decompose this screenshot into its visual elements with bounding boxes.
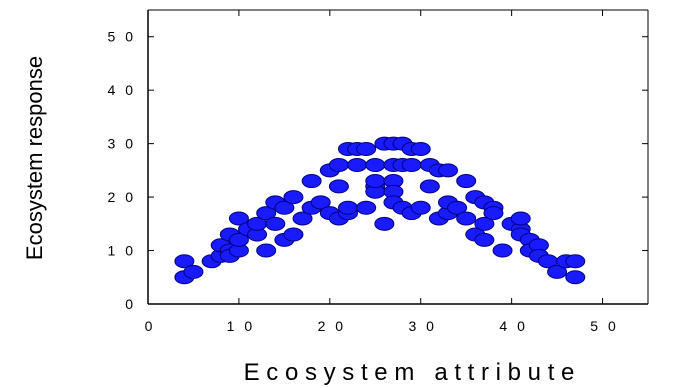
y-axis: 0 1 0 2 0 3 0 4 0 5 0 xyxy=(108,29,648,312)
data-point xyxy=(447,200,468,215)
data-point xyxy=(510,211,531,226)
data-point xyxy=(265,216,286,231)
data-point xyxy=(228,232,249,247)
x-axis: 0 1 0 2 0 3 0 4 0 5 0 xyxy=(145,10,618,334)
x-axis-title: E c o s y s t e m a t t r i b u t e xyxy=(244,359,575,386)
x-tick-label: 3 0 xyxy=(408,318,436,334)
data-point xyxy=(228,211,249,226)
data-point xyxy=(292,211,313,226)
y-tick-label: 4 0 xyxy=(108,82,136,98)
data-point xyxy=(401,158,422,173)
x-tick-label: 1 0 xyxy=(227,318,255,334)
data-point xyxy=(301,174,322,189)
x-tick-label: 0 xyxy=(145,318,156,334)
data-point xyxy=(456,211,477,226)
data-point xyxy=(410,200,431,215)
data-point xyxy=(274,200,295,215)
data-point xyxy=(438,163,458,178)
data-point xyxy=(456,174,477,189)
data-point xyxy=(174,254,195,269)
x-tick-label: 2 0 xyxy=(318,318,346,334)
data-point xyxy=(328,158,349,173)
x-tick-label: 5 0 xyxy=(590,318,618,334)
data-points xyxy=(174,136,586,285)
data-point xyxy=(310,195,331,210)
y-tick-label: 3 0 xyxy=(108,136,136,152)
data-point xyxy=(419,179,440,194)
data-point xyxy=(474,232,495,247)
data-point xyxy=(365,158,386,173)
y-axis-title: Ecosystem response xyxy=(22,56,47,260)
y-tick-label: 2 0 xyxy=(108,189,136,205)
data-point xyxy=(374,216,395,231)
y-tick-label: 1 0 xyxy=(108,243,136,259)
data-point xyxy=(492,243,513,258)
y-tick-label: 0 xyxy=(125,296,136,312)
data-point xyxy=(256,243,277,258)
data-point xyxy=(565,254,586,269)
y-tick-label: 5 0 xyxy=(108,29,136,45)
data-point xyxy=(474,216,495,231)
data-point xyxy=(483,206,504,221)
data-point xyxy=(328,179,349,194)
x-tick-label: 4 0 xyxy=(499,318,527,334)
data-point xyxy=(283,227,304,242)
data-point xyxy=(283,190,304,205)
data-point xyxy=(410,141,431,156)
data-point xyxy=(347,158,368,173)
data-point xyxy=(356,141,377,156)
data-point xyxy=(547,264,568,279)
data-point xyxy=(356,200,377,215)
data-point xyxy=(565,270,586,285)
data-point xyxy=(183,264,204,279)
plot-area xyxy=(147,9,649,305)
data-point xyxy=(365,174,386,189)
data-point xyxy=(338,200,358,215)
data-point xyxy=(256,206,277,221)
